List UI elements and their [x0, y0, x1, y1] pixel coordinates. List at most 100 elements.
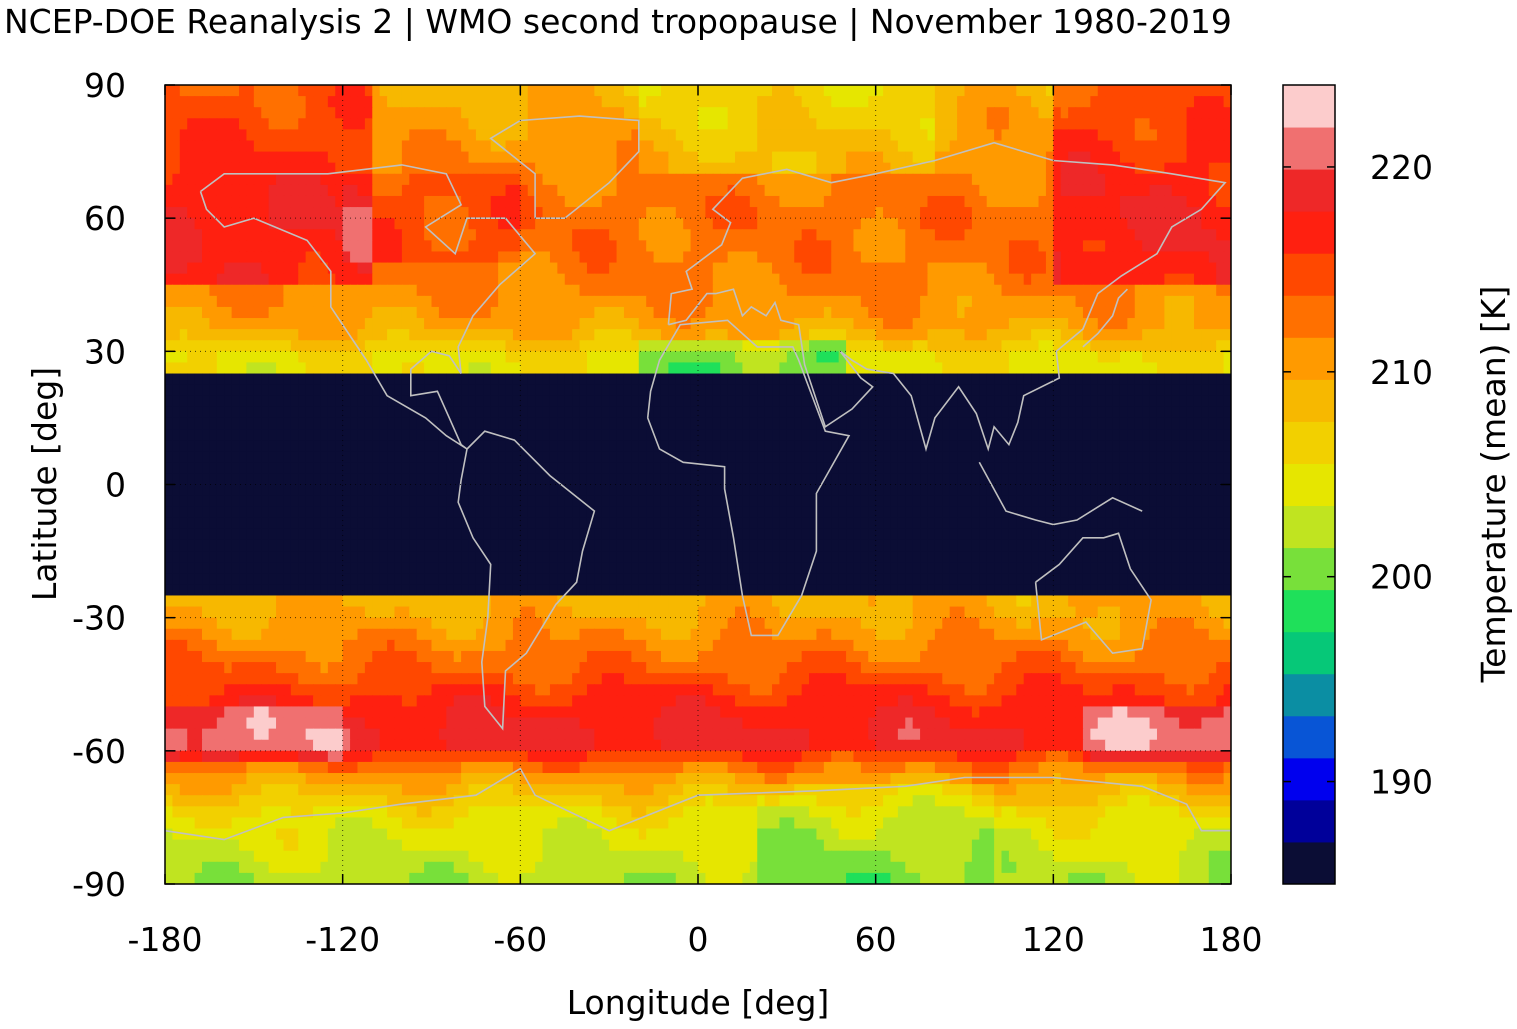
- heatmap-cell: [579, 429, 588, 441]
- heatmap-cell: [609, 96, 618, 108]
- heatmap-cell: [890, 118, 899, 130]
- heatmap-cell: [512, 218, 521, 230]
- heatmap-cell: [387, 107, 396, 119]
- heatmap-cell: [1186, 262, 1195, 275]
- heatmap-cell: [1164, 440, 1173, 452]
- heatmap-cell: [342, 151, 351, 164]
- heatmap-cell: [239, 440, 248, 452]
- heatmap-cell: [224, 195, 233, 208]
- heatmap-cell: [1053, 406, 1062, 419]
- heatmap-cell: [957, 351, 966, 364]
- heatmap-cell: [860, 229, 869, 241]
- heatmap-cell: [350, 417, 359, 430]
- heatmap-cell: [409, 118, 418, 130]
- heatmap-cell: [964, 273, 973, 286]
- heatmap-cell: [1016, 306, 1025, 319]
- heatmap-cell: [216, 85, 225, 97]
- heatmap-cell: [601, 451, 610, 463]
- heatmap-cell: [276, 229, 285, 241]
- heatmap-cell: [572, 451, 581, 463]
- heatmap-cell: [579, 218, 588, 230]
- heatmap-cell: [971, 351, 980, 364]
- heatmap-cell: [823, 173, 832, 186]
- heatmap-cell: [165, 129, 173, 142]
- heatmap-cell: [616, 451, 625, 463]
- heatmap-cell: [424, 240, 433, 253]
- heatmap-cell: [527, 262, 536, 275]
- heatmap-cell: [468, 195, 477, 208]
- heatmap-cell: [239, 184, 248, 197]
- heatmap-cell: [1068, 273, 1077, 286]
- heatmap-cell: [979, 362, 988, 375]
- heatmap-cell: [1223, 184, 1231, 197]
- heatmap-cell: [934, 306, 943, 319]
- heatmap-cell: [616, 207, 625, 219]
- heatmap-cell: [675, 440, 684, 452]
- heatmap-cell: [290, 129, 299, 142]
- heatmap-cell: [883, 262, 892, 275]
- heatmap-cell: [505, 251, 514, 264]
- heatmap-cell: [979, 173, 988, 186]
- heatmap-cell: [535, 351, 544, 364]
- heatmap-cell: [1105, 96, 1114, 108]
- heatmap-cell: [1001, 318, 1010, 330]
- heatmap-cell: [683, 295, 692, 308]
- heatmap-cell: [320, 262, 329, 275]
- heatmap-cell: [572, 240, 581, 253]
- heatmap-cell: [705, 406, 714, 419]
- heatmap-cell: [875, 173, 884, 186]
- heatmap-cell: [1156, 373, 1165, 386]
- heatmap-cell: [794, 395, 803, 408]
- heatmap-cell: [905, 417, 914, 430]
- heatmap-cell: [253, 273, 262, 286]
- heatmap-cell: [905, 140, 914, 153]
- heatmap-cell: [920, 329, 929, 341]
- heatmap-cell: [1016, 340, 1025, 352]
- heatmap-cell: [483, 162, 492, 175]
- heatmap-cell: [1060, 329, 1069, 341]
- heatmap-cell: [1112, 195, 1121, 208]
- heatmap-cell: [290, 96, 299, 108]
- heatmap-cell: [1023, 129, 1032, 142]
- heatmap-cell: [964, 440, 973, 452]
- heatmap-cell: [875, 107, 884, 119]
- heatmap-cell: [1112, 329, 1121, 341]
- heatmap-cell: [779, 207, 788, 219]
- heatmap-cell: [698, 262, 706, 275]
- heatmap-cell: [394, 284, 403, 297]
- heatmap-cell: [261, 195, 270, 208]
- heatmap-cell: [920, 406, 929, 419]
- heatmap-cell: [1053, 273, 1062, 286]
- heatmap-cell: [749, 284, 758, 297]
- heatmap-cell: [757, 340, 766, 352]
- heatmap-cell: [823, 262, 832, 275]
- heatmap-cell: [475, 184, 484, 197]
- heatmap-cell: [246, 96, 255, 108]
- heatmap-cell: [690, 351, 699, 364]
- heatmap-cell: [483, 417, 492, 430]
- heatmap-cell: [853, 284, 862, 297]
- heatmap-cell: [1068, 373, 1077, 386]
- heatmap-cell: [1060, 195, 1069, 208]
- heatmap-cell: [653, 195, 662, 208]
- heatmap-cell: [327, 173, 336, 186]
- heatmap-cell: [461, 173, 470, 186]
- heatmap-cell: [668, 107, 677, 119]
- heatmap-cell: [350, 340, 359, 352]
- heatmap-cell: [1075, 406, 1084, 419]
- heatmap-cell: [557, 417, 566, 430]
- heatmap-cell: [994, 184, 1003, 197]
- heatmap-cell: [290, 417, 299, 430]
- heatmap-cell: [202, 373, 211, 386]
- heatmap-cell: [912, 229, 921, 241]
- heatmap-cell: [1179, 107, 1188, 119]
- heatmap-cell: [1156, 251, 1165, 264]
- heatmap-cell: [1038, 184, 1047, 197]
- heatmap-cell: [927, 406, 936, 419]
- heatmap-cell: [1023, 395, 1032, 408]
- heatmap-cell: [438, 273, 447, 286]
- heatmap-cell: [883, 129, 892, 142]
- heatmap-cell: [631, 306, 640, 319]
- heatmap-cell: [1008, 417, 1017, 430]
- heatmap-cell: [216, 362, 225, 375]
